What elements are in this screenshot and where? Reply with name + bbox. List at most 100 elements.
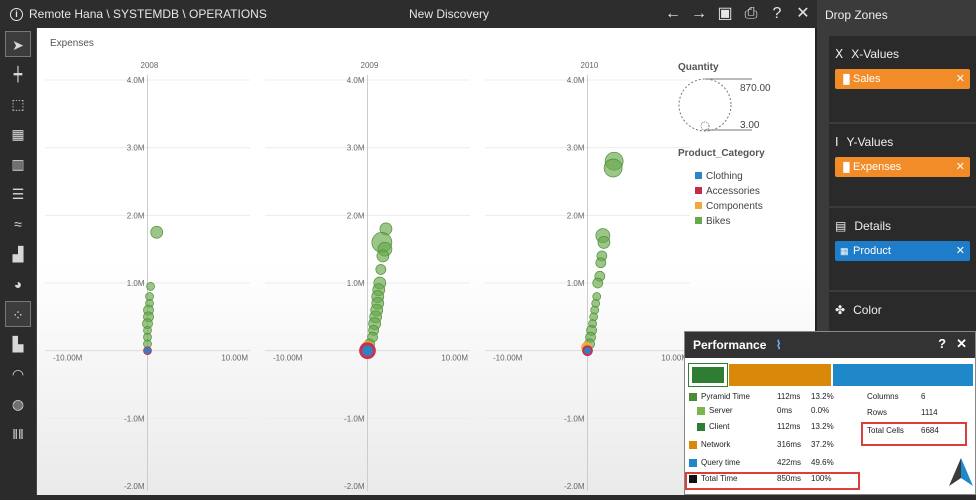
pie-chart-icon[interactable]: ◕ [13,276,23,292]
row-percent: 100% [811,474,832,483]
x-tick-label: 10.00M [661,354,688,363]
data-point [584,347,591,355]
remove-icon[interactable]: ✕ [955,161,965,173]
query-segment [833,364,973,386]
data-point [376,249,390,263]
grid-icon[interactable]: ▦ [11,126,25,142]
legend-item-label: Accessories [706,186,760,197]
row-ms: 316ms [777,440,802,449]
data-point [362,345,373,357]
legend-category-title: Product_Category [678,148,765,159]
select-pointer-icon[interactable]: ➤ [5,31,31,57]
data-point [146,282,155,291]
color-icon: ✤ [835,303,846,317]
data-point [603,158,623,178]
row-ms: 0ms [777,406,793,415]
row-percent: 13.2% [811,392,834,401]
stat-row: Total Cells 6684 [867,426,939,435]
row-percent: 37.2% [811,440,834,449]
y-tick-label: 2.0M [127,211,145,220]
forward-arrow-icon[interactable]: → [691,5,707,22]
data-point [375,264,387,275]
scatter-chart-icon[interactable]: ⁘ [5,301,31,327]
row-ms: 112ms [777,422,801,431]
row-name: Client [709,422,730,431]
row-percent: 13.2% [811,422,834,431]
y-tick-label: 1.0M [127,279,145,288]
data-point [597,236,611,249]
map-icon[interactable]: ◍ [11,396,25,412]
row-ms: 422ms [777,458,802,467]
stat-key: Rows [867,408,888,417]
x-tick-label: 10.00M [441,354,468,363]
y-tick-label: -2.0M [124,482,145,491]
gauge-icon[interactable]: ◠ [11,366,25,382]
x-values-zone[interactable]: Ⅹ X-Values ▐▌ Sales ✕ [829,36,976,122]
treemap-icon[interactable]: ▙ [12,336,24,352]
print-icon[interactable]: ⎙ [744,5,758,22]
details-icon: ▤ [835,219,847,233]
timing-row: Total Time 850ms 100% [689,474,831,483]
legend-size-title: Quantity [678,62,719,73]
help-icon[interactable]: ? [772,5,782,22]
back-arrow-icon[interactable]: ← [665,5,681,22]
y-tick-label: 4.0M [567,76,585,85]
size-min-label: 3.00 [740,120,760,131]
color-zone[interactable]: ✤ Color [829,292,976,332]
row-name: Total Time [701,474,738,483]
row-percent: 49.6% [811,458,834,467]
product-pill[interactable]: ▦ Product ✕ [835,241,970,261]
x-tick-label: -10.00M [53,354,83,363]
panel-label: 2008 [141,61,159,70]
pulse-icon: ⌇ [775,338,782,352]
path-text: Remote Hana \ SYSTEMDB \ OPERATIONS [29,7,267,21]
x-tick-label: -10.00M [273,354,303,363]
stat-value: 6684 [921,426,939,435]
expenses-pill[interactable]: ▐▌ Expenses ✕ [835,157,970,177]
barcode-icon[interactable]: ‖‖ [12,426,24,442]
y-tick-label: -1.0M [564,414,585,423]
scatter-chart[interactable]: Expenses 2008 4.0M 3.0M 2.0M 1.0M -1.0M -2.0M -1… [37,28,818,495]
column-chart-icon[interactable]: ▥ [11,156,25,172]
legend-item-label: Clothing [706,171,743,182]
data-point [144,347,151,355]
y-tick-label: 4.0M [347,76,365,85]
close-icon[interactable]: ✕ [956,336,967,351]
y-tick-label: 2.0M [347,211,365,220]
legend-swatch [695,217,702,224]
line-chart-icon[interactable]: ≈ [14,216,22,232]
selection-box-icon[interactable]: ⬚ [11,96,25,112]
y-tick-label: 4.0M [127,76,145,85]
performance-title: Performance [693,338,767,352]
stat-row: Rows 1114 [867,408,938,417]
sales-pill[interactable]: ▐▌ Sales ✕ [835,69,970,89]
chart-title: Expenses [50,38,94,49]
bar-chart-icon[interactable]: ☰ [11,186,25,202]
details-zone[interactable]: ▤ Details ▦ Product ✕ [829,208,976,290]
stat-key: Total Cells [867,426,904,435]
pill-label: Expenses [853,161,902,173]
chart-canvas: Expenses 2008 4.0M 3.0M 2.0M 1.0M -1.0M -2.0M -1… [36,28,817,495]
remove-icon[interactable]: ✕ [955,245,965,257]
info-icon[interactable]: i [10,7,23,21]
area-chart-icon[interactable]: ▟ [12,246,24,262]
x-axis-icon: Ⅹ [835,47,844,61]
stat-value: 1114 [921,408,938,417]
y-tick-label: 3.0M [347,144,365,153]
row-swatch [697,406,705,415]
row-swatch [689,458,697,467]
drill-through-icon[interactable]: ┿ [13,66,23,82]
data-point [595,257,607,269]
remove-icon[interactable]: ✕ [955,73,965,85]
size-legend-large [678,78,732,132]
help-icon[interactable]: ? [938,336,947,351]
zone-label: Y-Values [846,135,894,149]
y-tick-label: 3.0M [567,144,585,153]
drop-zones-title: Drop Zones [825,8,888,22]
y-axis-icon: Ⅰ [835,135,839,149]
y-values-zone[interactable]: Ⅰ Y-Values ▐▌ Expenses ✕ [829,124,976,206]
row-name: Pyramid Time [701,392,750,401]
save-icon[interactable]: ▣ [717,5,733,22]
close-icon[interactable]: ✕ [796,5,810,22]
breadcrumb: i Remote Hana \ SYSTEMDB \ OPERATIONS [10,7,267,21]
